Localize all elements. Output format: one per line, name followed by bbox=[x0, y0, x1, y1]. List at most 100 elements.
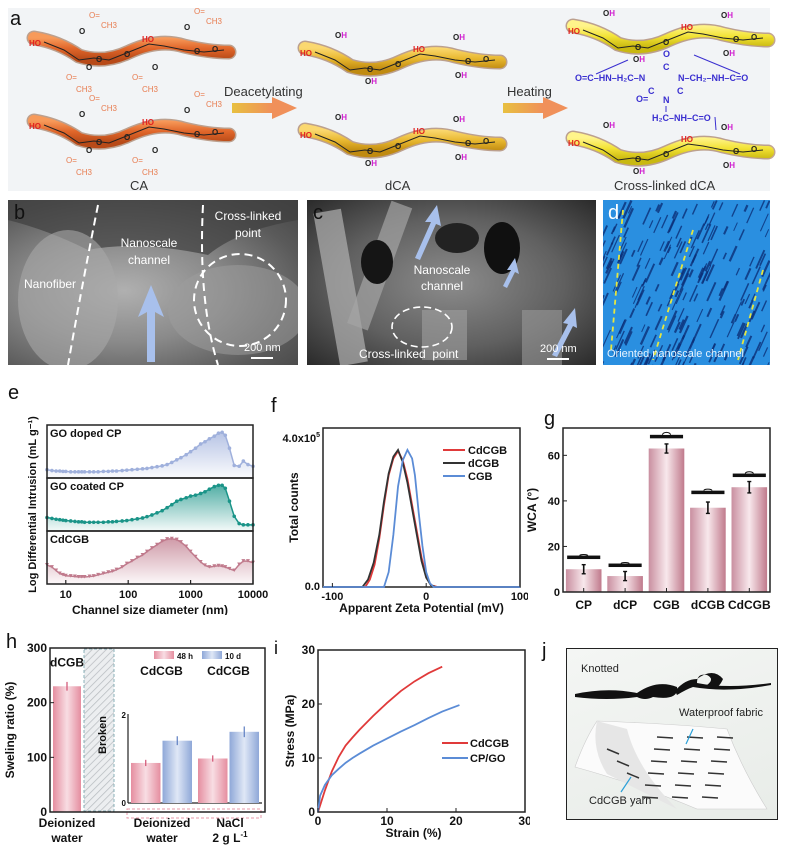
y-axis-label: Log Differential Intrusion (mL g⁻¹) bbox=[27, 416, 39, 593]
data-point bbox=[174, 458, 179, 462]
data-point bbox=[193, 554, 198, 559]
legend-label-0: 48 h bbox=[177, 652, 193, 661]
data-point bbox=[96, 470, 100, 474]
data-point bbox=[106, 520, 111, 524]
data-point bbox=[96, 572, 101, 577]
contact-angle-substrate-icon bbox=[608, 563, 642, 568]
data-point bbox=[241, 559, 246, 563]
ring-c-top: C bbox=[663, 62, 670, 72]
data-point bbox=[237, 521, 241, 526]
acetyl-methyl: CH3 bbox=[142, 168, 159, 177]
ester-oxygen: O bbox=[152, 146, 158, 155]
y-tick-label: 60 bbox=[548, 450, 560, 462]
ester-oxygen: O bbox=[79, 27, 85, 36]
plot-frame bbox=[322, 427, 521, 588]
yarn-stitch bbox=[674, 784, 692, 787]
channel-arrow-icon bbox=[138, 285, 164, 362]
yarn-stitch bbox=[716, 736, 734, 739]
polymer-chain-dca-2: HO HO O O O O OH OH OH OH bbox=[297, 113, 508, 168]
acetyl-carbonyl: O= bbox=[132, 156, 143, 165]
data-point bbox=[160, 508, 164, 513]
knotted-yarn-knot-icon bbox=[675, 673, 771, 695]
chart-g-wca: g CP dCP CGB dCGB CdCGB 0 20 40 60 WCA (°) bbox=[525, 408, 771, 612]
acetyl-methyl: CH3 bbox=[206, 17, 223, 26]
ring-o-top: O bbox=[663, 49, 670, 59]
data-point bbox=[149, 546, 154, 550]
hydroxyl-group: OH bbox=[365, 159, 377, 168]
x-tick-label-1-line2: water bbox=[50, 831, 83, 845]
y-tick-label: 10 bbox=[302, 751, 316, 765]
data-point bbox=[145, 466, 149, 471]
crosslink-left-text: O=C–HN–H₂C–N bbox=[575, 73, 645, 83]
bar-cp bbox=[565, 569, 602, 592]
contact-angle-substrate-icon bbox=[732, 473, 766, 478]
yarn-stitch bbox=[710, 760, 728, 763]
ring-oxygen: O bbox=[751, 145, 757, 154]
data-point bbox=[193, 446, 198, 450]
acetyl-carbonyl: O= bbox=[132, 73, 143, 82]
data-point bbox=[114, 469, 119, 473]
water-droplet-icon bbox=[703, 488, 713, 491]
bar-cgb bbox=[648, 448, 685, 592]
legend-label-dcgb: dCGB bbox=[468, 458, 499, 470]
data-point bbox=[198, 442, 203, 446]
hydroxyl-group: OH bbox=[455, 71, 467, 80]
data-point bbox=[57, 517, 62, 522]
data-point bbox=[114, 519, 119, 524]
data-point bbox=[232, 568, 237, 573]
data-point bbox=[246, 462, 250, 467]
series-line-dcgb bbox=[323, 448, 520, 588]
acetyl-methyl: CH3 bbox=[101, 104, 118, 113]
hydroxyl-group: OH bbox=[603, 121, 615, 130]
data-point bbox=[165, 462, 169, 467]
panel-label-h: h bbox=[6, 631, 17, 653]
knotted-yarn-loop-icon bbox=[575, 684, 678, 699]
polymer-chain-xl-2: HO HO O O O O OH OH OH OH bbox=[565, 121, 776, 176]
x-tick-label: dCGB bbox=[691, 598, 725, 612]
data-point bbox=[237, 562, 242, 567]
panel-c-sem-image: c Nanoscale channel Cross-linked point 2… bbox=[307, 200, 596, 365]
yarn-stitch bbox=[656, 736, 674, 739]
x-tick-label-3-line2: 2 g L-1 bbox=[212, 830, 248, 845]
legend-label-0: CdCGB bbox=[470, 738, 509, 750]
group-title-cdcgb-2: CdCGB bbox=[207, 664, 250, 678]
series-line-cp-go bbox=[317, 704, 460, 813]
data-point bbox=[76, 470, 81, 474]
data-point bbox=[212, 484, 217, 489]
data-point bbox=[203, 439, 207, 444]
x-axis-label: Channel size diameter (nm) bbox=[72, 603, 228, 615]
data-point bbox=[72, 574, 77, 579]
data-point bbox=[140, 467, 145, 471]
series-line-cdcgb bbox=[317, 665, 443, 813]
acetyl-carbonyl: O= bbox=[66, 156, 77, 165]
data-point bbox=[54, 517, 58, 522]
data-point bbox=[79, 520, 84, 524]
yarn-stitch bbox=[707, 772, 725, 775]
acetyl-carbonyl: O= bbox=[66, 73, 77, 82]
data-point bbox=[68, 574, 73, 578]
ring-oxygen: O bbox=[212, 128, 218, 137]
acetyl-methyl: CH3 bbox=[101, 21, 118, 30]
data-point bbox=[155, 464, 159, 469]
legend-label-1: 10 d bbox=[225, 652, 241, 661]
data-point bbox=[223, 565, 228, 569]
data-point bbox=[87, 574, 92, 579]
data-point bbox=[207, 436, 212, 441]
ester-oxygen: O bbox=[184, 106, 190, 115]
label-cross-linked-point: Cross-linked point bbox=[208, 208, 288, 242]
yarn-stitch bbox=[650, 760, 668, 763]
label-cross-linked-point-c: Cross-linked point bbox=[359, 347, 459, 361]
y-tick-label: 0 bbox=[554, 587, 560, 599]
data-point bbox=[223, 486, 228, 491]
ring-o-left: O= bbox=[636, 94, 648, 104]
data-point bbox=[216, 431, 221, 435]
water-droplet-icon bbox=[744, 471, 754, 474]
plot-frame bbox=[317, 649, 526, 813]
ho-group: HO bbox=[568, 27, 580, 36]
data-point bbox=[174, 537, 179, 542]
data-point bbox=[63, 573, 68, 578]
chart-h-swelling: h dCGB Broken 2 0 CdCGB CdCGB 48 h 10 d 0 100 200 30… bbox=[3, 631, 266, 845]
inset-bar-2-10d bbox=[229, 731, 259, 803]
ring-oxygen: O bbox=[663, 150, 669, 159]
